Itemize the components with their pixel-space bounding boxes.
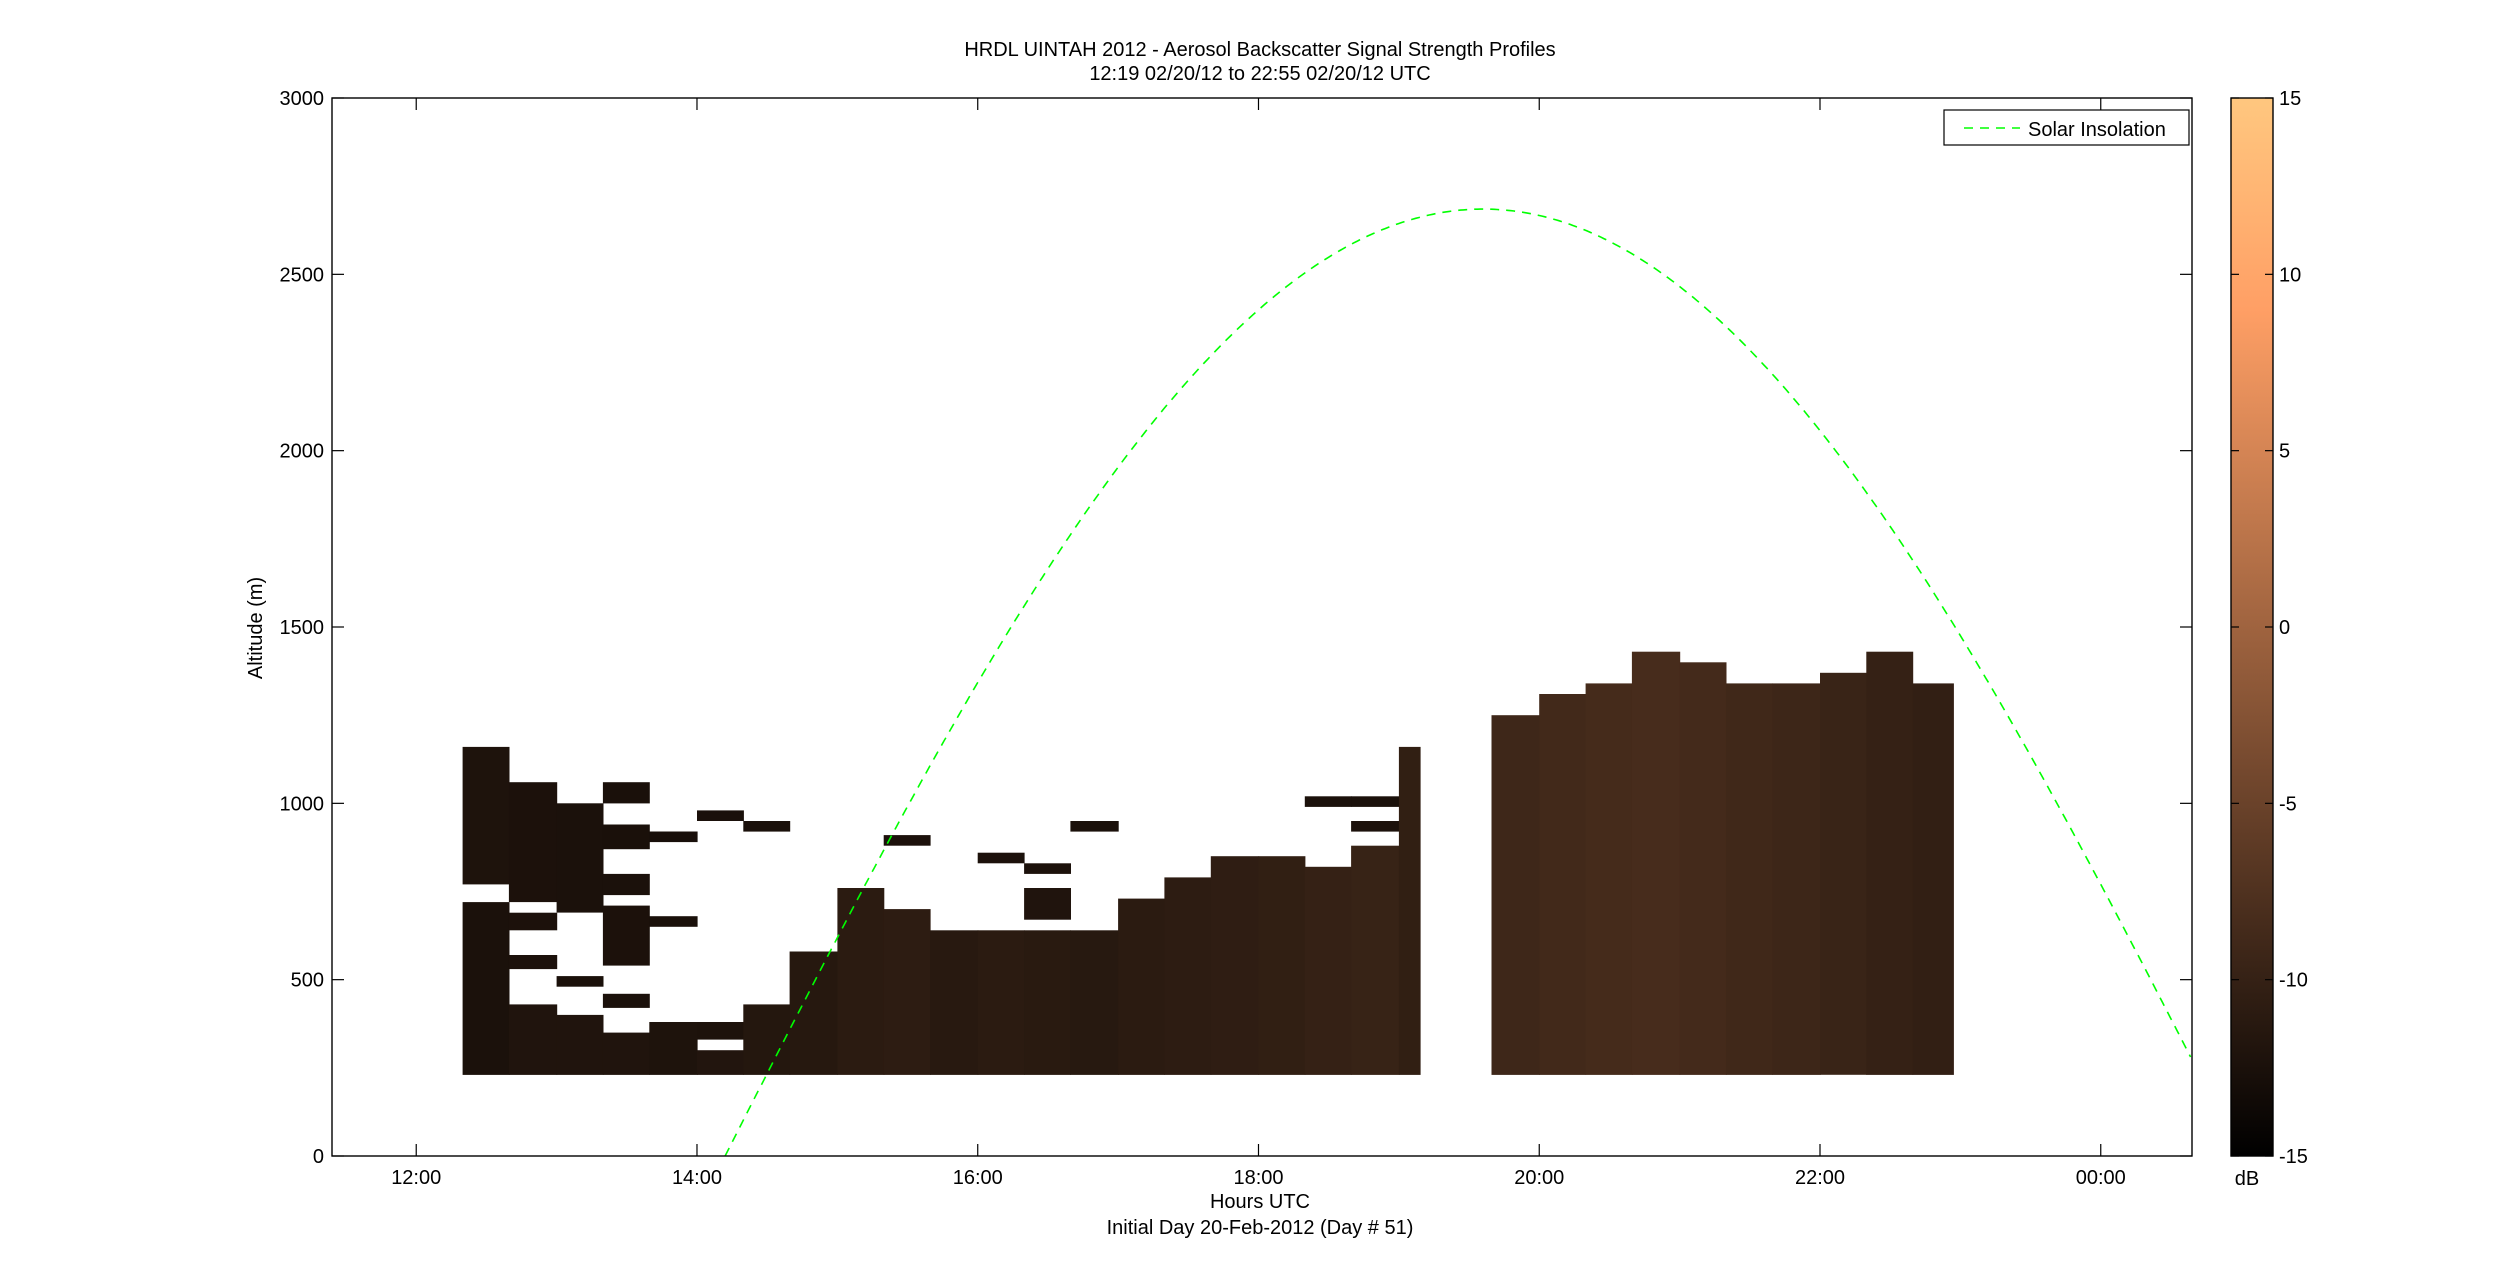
colorbar-unit: dB xyxy=(2235,1168,2259,1190)
heatmap-cell xyxy=(649,1022,698,1075)
heatmap-cell xyxy=(1866,651,1914,1075)
heatmap-cell xyxy=(1539,694,1587,1075)
heatmap-cell xyxy=(977,852,1025,864)
x-axis-ticks: 12:00 14:00 16:00 18:00 20:00 22:00 00:00 xyxy=(391,98,2126,1189)
heatmap-cell xyxy=(697,1022,744,1040)
chart-subtitle: 12:19 02/20/12 to 22:55 02/20/12 UTC xyxy=(1089,63,1430,85)
heatmap-cell xyxy=(1024,863,1071,874)
x-tick-label: 14:00 xyxy=(672,1167,722,1189)
colorbar-ticks: -15 -10 -5 0 5 10 15 xyxy=(2231,88,2308,1168)
x-axis-label: Hours UTC xyxy=(1210,1191,1310,1213)
chart-title: HRDL UINTAH 2012 - Aerosol Backscatter S… xyxy=(964,39,1555,61)
x-tick-label: 12:00 xyxy=(391,1167,441,1189)
legend-solar-label: Solar Insolation xyxy=(2028,119,2166,141)
heatmap-cell xyxy=(1912,683,1954,1075)
heatmap-cell xyxy=(930,930,979,1075)
heatmap-cell xyxy=(602,905,650,966)
heatmap-cell xyxy=(508,782,558,903)
heatmap-cell xyxy=(1351,796,1400,807)
x-tick-label: 00:00 xyxy=(2076,1167,2126,1189)
colorbar-tick-label: -5 xyxy=(2279,793,2297,815)
y-axis-ticks: 0 500 1000 1500 2000 2500 3000 xyxy=(280,88,2192,1168)
heatmap-cell xyxy=(1820,672,1867,1075)
y-tick-label: 0 xyxy=(313,1146,324,1168)
heatmap-cell xyxy=(1210,856,1260,1075)
heatmap-cell xyxy=(1304,866,1352,1075)
heatmap-cell xyxy=(1070,821,1119,832)
y-tick-label: 2000 xyxy=(280,441,325,463)
heatmap-cell xyxy=(1351,821,1400,832)
x-axis-label-day: Initial Day 20-Feb-2012 (Day # 51) xyxy=(1107,1217,1414,1239)
heatmap-cell xyxy=(743,1004,791,1075)
colorbar-tick-label: 10 xyxy=(2279,264,2301,286)
colorbar-tick-label: 15 xyxy=(2279,88,2301,110)
heatmap-cell xyxy=(602,873,650,896)
heatmap-cell xyxy=(697,1050,744,1075)
y-axis-label: Altitude (m) xyxy=(245,577,267,679)
heatmap-cell xyxy=(508,1004,558,1075)
heatmap-cell xyxy=(508,912,558,931)
heatmap-cell xyxy=(556,803,604,913)
heatmap-cell xyxy=(1398,746,1421,1075)
y-tick-label: 500 xyxy=(291,970,324,992)
y-tick-label: 3000 xyxy=(280,88,325,110)
x-tick-label: 16:00 xyxy=(953,1167,1003,1189)
heatmap-cell xyxy=(649,831,698,843)
colorbar-tick-label: -15 xyxy=(2279,1146,2308,1168)
heatmap-cells xyxy=(462,651,1954,1075)
heatmap-cell xyxy=(1631,651,1681,1075)
heatmap-cell xyxy=(1164,877,1212,1075)
heatmap-cell xyxy=(977,930,1025,1075)
heatmap-cell xyxy=(789,951,838,1075)
heatmap-cell xyxy=(462,902,510,1075)
x-tick-label: 18:00 xyxy=(1233,1167,1283,1189)
heatmap-cell xyxy=(602,824,650,850)
heatmap-cell xyxy=(649,916,698,927)
y-tick-label: 1500 xyxy=(280,617,325,639)
heatmap-cell xyxy=(883,909,931,1075)
x-tick-label: 22:00 xyxy=(1795,1167,1845,1189)
heatmap-cell xyxy=(1258,856,1306,1075)
colorbar-tick-label: -10 xyxy=(2279,970,2308,992)
heatmap-cell xyxy=(556,1014,604,1075)
heatmap-cell xyxy=(1679,662,1727,1075)
heatmap-cell xyxy=(602,782,650,804)
heatmap-cell xyxy=(837,888,885,1075)
plot-area: 12:00 14:00 16:00 18:00 20:00 22:00 00:00 0 500… xyxy=(280,88,2193,1189)
heatmap-cell xyxy=(508,955,558,970)
y-tick-label: 1000 xyxy=(280,793,325,815)
heatmap-cell xyxy=(1118,898,1165,1075)
heatmap-cell xyxy=(556,976,604,987)
heatmap-cell xyxy=(1304,796,1352,807)
colorbar-tick-label: 5 xyxy=(2279,441,2290,463)
heatmap-cell xyxy=(1070,930,1119,1075)
colorbar-tick-label: 0 xyxy=(2279,617,2290,639)
y-tick-label: 2500 xyxy=(280,264,325,286)
colorbar: -15 -10 -5 0 5 10 15 dB xyxy=(2230,88,2308,1190)
heatmap-cell xyxy=(1772,683,1821,1075)
heatmap-cell xyxy=(883,835,931,846)
heatmap-cell xyxy=(602,993,650,1008)
x-tick-label: 20:00 xyxy=(1514,1167,1564,1189)
heatmap-cell xyxy=(462,746,510,885)
heatmap-cell xyxy=(743,821,791,832)
heatmap-cell xyxy=(1585,683,1633,1075)
heatmap-cell xyxy=(697,810,744,821)
heatmap-cell xyxy=(1491,715,1540,1075)
heatmap-cell xyxy=(1351,845,1400,1075)
heatmap-cell xyxy=(602,1032,650,1075)
heatmap-cell xyxy=(1024,888,1071,920)
heatmap-cell xyxy=(1725,683,1773,1075)
solar-insolation-line xyxy=(724,208,2192,1156)
heatmap-cell xyxy=(1024,930,1071,1075)
legend: Solar Insolation xyxy=(1943,109,2190,146)
